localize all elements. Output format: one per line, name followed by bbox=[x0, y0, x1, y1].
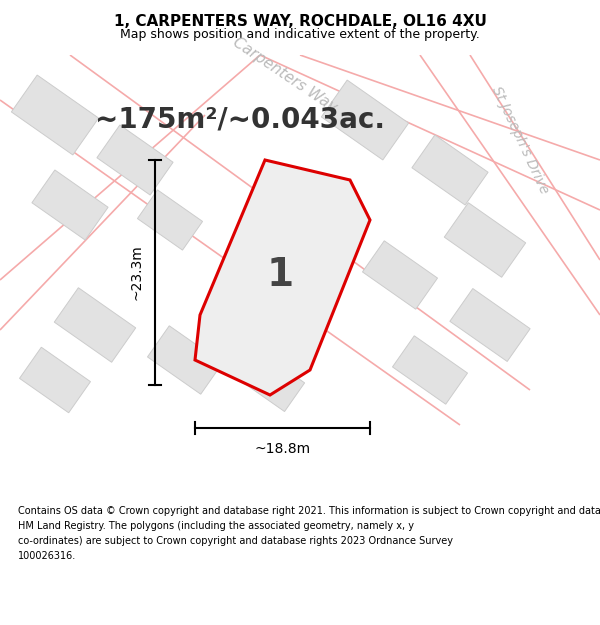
Polygon shape bbox=[412, 135, 488, 205]
Polygon shape bbox=[97, 125, 173, 195]
Text: Map shows position and indicative extent of the property.: Map shows position and indicative extent… bbox=[120, 28, 480, 41]
Polygon shape bbox=[195, 160, 370, 395]
Polygon shape bbox=[392, 336, 467, 404]
Polygon shape bbox=[322, 80, 409, 160]
Text: ~175m²/~0.043ac.: ~175m²/~0.043ac. bbox=[95, 106, 385, 134]
Polygon shape bbox=[20, 348, 91, 413]
Text: St Joseph's Drive: St Joseph's Drive bbox=[489, 84, 551, 196]
Polygon shape bbox=[32, 170, 108, 240]
Text: ~18.8m: ~18.8m bbox=[254, 442, 311, 456]
Text: ~23.3m: ~23.3m bbox=[129, 244, 143, 301]
Text: Contains OS data © Crown copyright and database right 2021. This information is : Contains OS data © Crown copyright and d… bbox=[18, 506, 600, 561]
Polygon shape bbox=[450, 289, 530, 361]
Polygon shape bbox=[444, 202, 526, 278]
Polygon shape bbox=[11, 75, 98, 155]
Polygon shape bbox=[54, 288, 136, 362]
Text: 1, CARPENTERS WAY, ROCHDALE, OL16 4XU: 1, CARPENTERS WAY, ROCHDALE, OL16 4XU bbox=[113, 14, 487, 29]
Polygon shape bbox=[362, 241, 437, 309]
Polygon shape bbox=[137, 190, 203, 250]
Polygon shape bbox=[235, 349, 305, 411]
Text: 1: 1 bbox=[266, 256, 293, 294]
Polygon shape bbox=[148, 326, 223, 394]
Text: Carpenters Way: Carpenters Way bbox=[230, 34, 340, 116]
